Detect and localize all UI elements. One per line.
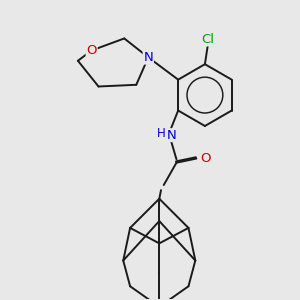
- Text: H: H: [157, 128, 166, 140]
- Text: O: O: [200, 152, 211, 165]
- Text: Cl: Cl: [201, 33, 214, 46]
- Text: O: O: [86, 44, 97, 57]
- Text: N: N: [143, 51, 153, 64]
- Text: N: N: [167, 129, 177, 142]
